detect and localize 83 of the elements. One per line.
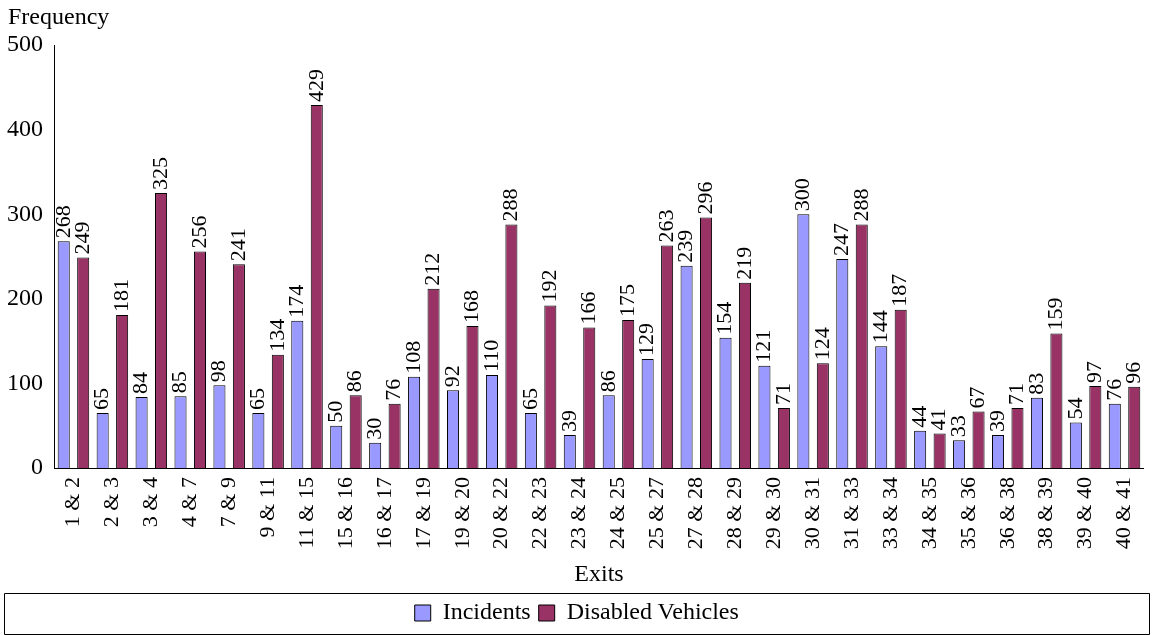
- x-tick-label: 39 & 40: [1071, 477, 1097, 550]
- x-axis-title: Exits: [574, 559, 624, 586]
- data-label: 288: [497, 188, 523, 222]
- data-label: 85: [166, 371, 192, 394]
- legend-label: Disabled Vehicles: [566, 598, 739, 625]
- data-label: 50: [322, 400, 348, 423]
- data-label: 429: [302, 69, 328, 103]
- x-tick-label: 17 & 19: [409, 477, 435, 550]
- data-label: 268: [49, 205, 75, 239]
- data-label: 65: [516, 388, 542, 411]
- x-tick-label: 29 & 30: [759, 477, 785, 550]
- data-label: 124: [808, 327, 834, 361]
- data-label: 219: [730, 246, 756, 280]
- x-tick-label: 25 & 27: [643, 477, 669, 550]
- x-tick-label: 4 & 7: [176, 477, 202, 528]
- data-label: 174: [283, 284, 309, 318]
- x-tick-label: 34 & 35: [915, 477, 941, 550]
- x-tick-label: 11 & 15: [292, 477, 318, 549]
- data-label: 121: [750, 329, 776, 363]
- data-label: 65: [244, 388, 270, 411]
- data-label: 288: [847, 188, 873, 222]
- data-label: 65: [88, 388, 114, 411]
- data-label: 144: [867, 310, 893, 344]
- data-label: 181: [107, 278, 133, 312]
- data-label: 54: [1061, 397, 1087, 420]
- data-label: 110: [477, 339, 503, 373]
- data-label: 39: [983, 410, 1009, 433]
- data-label: 187: [886, 273, 912, 307]
- y-tick-label: 500: [7, 30, 43, 57]
- data-label: 39: [555, 410, 581, 433]
- data-label: 159: [1042, 297, 1068, 331]
- x-tick-label: 2 & 3: [98, 477, 124, 528]
- data-label: 86: [594, 370, 620, 393]
- data-label: 212: [419, 252, 445, 286]
- x-tick-label: 1 & 2: [59, 477, 85, 528]
- x-tick-label: 7 & 9: [214, 477, 240, 528]
- data-label: 134: [263, 318, 289, 352]
- x-tick-label: 40 & 41: [1110, 477, 1136, 550]
- x-tick-label: 24 & 25: [604, 477, 630, 550]
- x-tick-label: 22 & 23: [526, 477, 552, 550]
- data-label: 192: [536, 269, 562, 303]
- data-label: 98: [205, 360, 231, 383]
- data-label: 300: [789, 178, 815, 212]
- x-tick-label: 27 & 28: [682, 477, 708, 550]
- data-label: 241: [224, 228, 250, 262]
- data-label: 175: [613, 284, 639, 318]
- data-label: 92: [438, 365, 464, 388]
- data-label: 247: [828, 223, 854, 257]
- x-tick-label: 38 & 39: [1032, 477, 1058, 550]
- data-label: 86: [341, 370, 367, 393]
- x-tick-label: 15 & 16: [331, 477, 357, 550]
- x-tick-label: 23 & 24: [565, 477, 591, 550]
- data-label: 71: [769, 383, 795, 406]
- x-tick-label: 3 & 4: [137, 477, 163, 528]
- x-tick-label: 20 & 22: [487, 477, 513, 550]
- y-tick-label: 400: [7, 114, 43, 141]
- y-tick-label: 100: [7, 368, 43, 395]
- x-tick-label: 35 & 36: [954, 477, 980, 550]
- x-tick-label: 30 & 31: [798, 477, 824, 550]
- y-tick-label: 0: [31, 453, 43, 480]
- data-label: 30: [360, 417, 386, 440]
- data-label: 129: [633, 322, 659, 356]
- data-label: 168: [458, 289, 484, 323]
- data-label: 166: [575, 291, 601, 325]
- y-tick-label: 200: [7, 284, 43, 311]
- x-tick-label: 33 & 34: [876, 477, 902, 550]
- data-label: 76: [380, 378, 406, 401]
- data-label: 296: [691, 181, 717, 215]
- x-tick-label: 19 & 20: [448, 477, 474, 550]
- data-label: 108: [399, 340, 425, 374]
- data-label: 84: [127, 372, 153, 395]
- data-label: 67: [964, 386, 990, 409]
- x-tick-label: 31 & 33: [837, 477, 863, 550]
- x-tick-label: 28 & 29: [721, 477, 747, 550]
- legend-label: Incidents: [442, 598, 531, 625]
- y-tick-label: 300: [7, 199, 43, 226]
- data-label: 154: [711, 301, 737, 335]
- x-tick-label: 36 & 38: [993, 477, 1019, 550]
- x-tick-label: 9 & 11: [253, 477, 279, 538]
- x-tick-label: 16 & 17: [370, 477, 396, 550]
- data-label: 325: [146, 157, 172, 191]
- data-label: 256: [185, 215, 211, 249]
- y-axis-title: Frequency: [8, 3, 110, 30]
